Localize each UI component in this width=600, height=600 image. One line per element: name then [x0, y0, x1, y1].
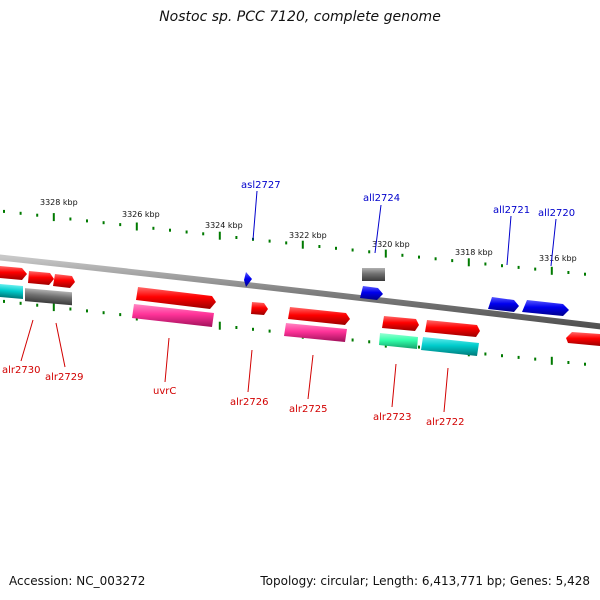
scale-label-3326: 3326 kbp: [122, 210, 160, 219]
label-alr2722[interactable]: alr2722: [426, 417, 464, 428]
cog-bar-magenta-alr2725: [284, 323, 347, 342]
gene-alr2730[interactable]: [0, 266, 27, 280]
scale-label-3322: 3322 kbp: [289, 231, 327, 240]
gene-alr2726[interactable]: [251, 302, 268, 315]
label-alr2730[interactable]: alr2730: [2, 365, 40, 376]
label-alr2729[interactable]: alr2729: [45, 372, 83, 383]
topology-text: Topology: circular; Length: 6,413,771 bp…: [260, 574, 590, 588]
gene-asl2727[interactable]: [244, 272, 252, 287]
gene-alr2729[interactable]: [28, 271, 54, 285]
gene-uvrC[interactable]: [136, 287, 216, 309]
cog-bar-magenta-uvrC: [132, 304, 214, 327]
gene-all2720[interactable]: [522, 300, 569, 316]
gene-all2721[interactable]: [488, 297, 519, 312]
gene-right-edge[interactable]: [566, 332, 600, 346]
scale-label-3318: 3318 kbp: [455, 248, 493, 257]
genome-backbone: [0, 254, 600, 330]
gene-alr2722[interactable]: [425, 320, 480, 337]
gene-all2724[interactable]: [360, 286, 383, 300]
accession-text: Accession: NC_003272: [9, 574, 146, 588]
label-all2724[interactable]: all2724: [363, 193, 400, 204]
label-all2720[interactable]: all2720: [538, 208, 575, 219]
scale-ticks-outer: [3, 209, 586, 276]
cog-bar-gray-alr2729: [25, 288, 72, 306]
gene-alr2729-b[interactable]: [53, 274, 75, 288]
label-asl2727[interactable]: asl2727: [241, 180, 281, 191]
scale-label-3328: 3328 kbp: [40, 198, 78, 207]
cog-bar-cyan-alr2722: [421, 337, 479, 356]
gene-alr2725[interactable]: [288, 307, 350, 325]
label-alr2726[interactable]: alr2726: [230, 397, 268, 408]
genome-title: Nostoc sp. PCC 7120, complete genome: [159, 9, 441, 25]
cog-bar-gray-all2724: [362, 268, 385, 281]
scale-label-3316: 3316 kbp: [539, 254, 577, 263]
label-all2721[interactable]: all2721: [493, 205, 530, 216]
label-uvrC[interactable]: uvrC: [153, 386, 176, 397]
gene-alr2723[interactable]: [382, 316, 419, 331]
scale-label-3324: 3324 kbp: [205, 221, 243, 230]
cog-bar-cyan-alr2730: [0, 283, 23, 300]
cog-bar-green-alr2723: [379, 333, 418, 349]
label-leaders: [20, 190, 557, 413]
label-alr2725[interactable]: alr2725: [289, 404, 327, 415]
label-alr2723[interactable]: alr2723: [373, 412, 411, 423]
scale-label-3320: 3320 kbp: [372, 240, 410, 249]
